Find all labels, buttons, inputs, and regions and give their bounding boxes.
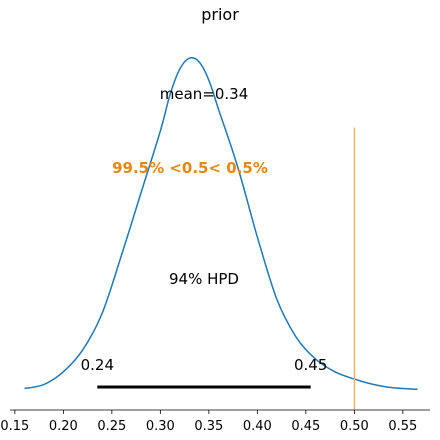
mean-label: mean=0.34 <box>160 85 249 103</box>
x-tick-label: 0.35 <box>194 419 223 434</box>
x-tick-label: 0.20 <box>49 419 78 434</box>
x-tick-label: 0.45 <box>291 419 320 434</box>
x-tick-label: 0.55 <box>388 419 417 434</box>
x-axis-ticks: 0.15 0.20 0.25 0.30 0.35 0.40 0.45 0.50 0.55 <box>0 410 417 434</box>
x-tick-label: 0.40 <box>243 419 272 434</box>
x-tick-label: 0.25 <box>97 419 126 434</box>
chart-title: prior <box>201 5 239 24</box>
reference-label: 99.5% <0.5< 0.5% <box>112 159 268 177</box>
hpd-low-label: 0.24 <box>81 356 114 374</box>
x-tick-label: 0.30 <box>146 419 175 434</box>
hpd-high-label: 0.45 <box>294 356 327 374</box>
x-tick-label: 0.15 <box>0 419 29 434</box>
x-tick-label: 0.50 <box>340 419 369 434</box>
density-curve <box>24 57 418 391</box>
hpd-label: 94% HPD <box>169 270 239 288</box>
